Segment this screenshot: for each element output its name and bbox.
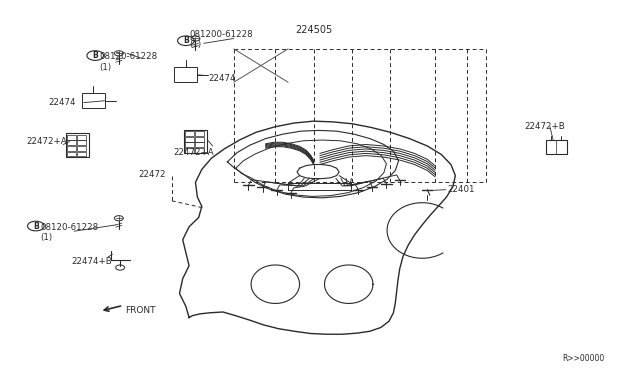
Text: 22474: 22474 — [49, 98, 76, 107]
Bar — [185, 148, 194, 153]
Bar — [67, 151, 76, 156]
Text: B: B — [183, 36, 189, 45]
Bar — [195, 137, 204, 141]
Text: 224505: 224505 — [295, 25, 332, 35]
Bar — [184, 130, 207, 153]
Bar — [67, 140, 76, 145]
Text: 22474: 22474 — [208, 74, 236, 83]
Bar — [77, 140, 86, 145]
Text: 22472+B: 22472+B — [524, 122, 565, 131]
Text: 22472+A: 22472+A — [173, 148, 214, 157]
Text: 22401: 22401 — [448, 185, 476, 194]
Bar — [185, 137, 194, 141]
Bar — [195, 131, 204, 136]
Text: 22472+A: 22472+A — [26, 137, 67, 146]
Text: 22474+B: 22474+B — [71, 257, 112, 266]
Bar — [185, 131, 194, 136]
Text: 08120-61228
(1): 08120-61228 (1) — [40, 222, 99, 242]
Bar — [77, 151, 86, 156]
Bar — [195, 148, 204, 153]
Text: 22472: 22472 — [138, 170, 166, 179]
Bar — [82, 93, 105, 108]
Bar — [546, 140, 566, 154]
Text: 081200-61228
(1): 081200-61228 (1) — [189, 30, 253, 49]
Bar — [67, 135, 76, 140]
Bar — [66, 134, 89, 157]
Text: 08120-61228
(1): 08120-61228 (1) — [100, 52, 158, 71]
Text: R>>00000: R>>00000 — [563, 354, 605, 363]
Text: FRONT: FRONT — [125, 306, 156, 315]
Text: B: B — [33, 221, 38, 231]
Bar — [77, 146, 86, 151]
Bar — [77, 135, 86, 140]
Bar — [67, 146, 76, 151]
Text: B: B — [92, 51, 98, 60]
Bar — [174, 67, 197, 82]
Bar — [195, 142, 204, 147]
Bar — [185, 142, 194, 147]
